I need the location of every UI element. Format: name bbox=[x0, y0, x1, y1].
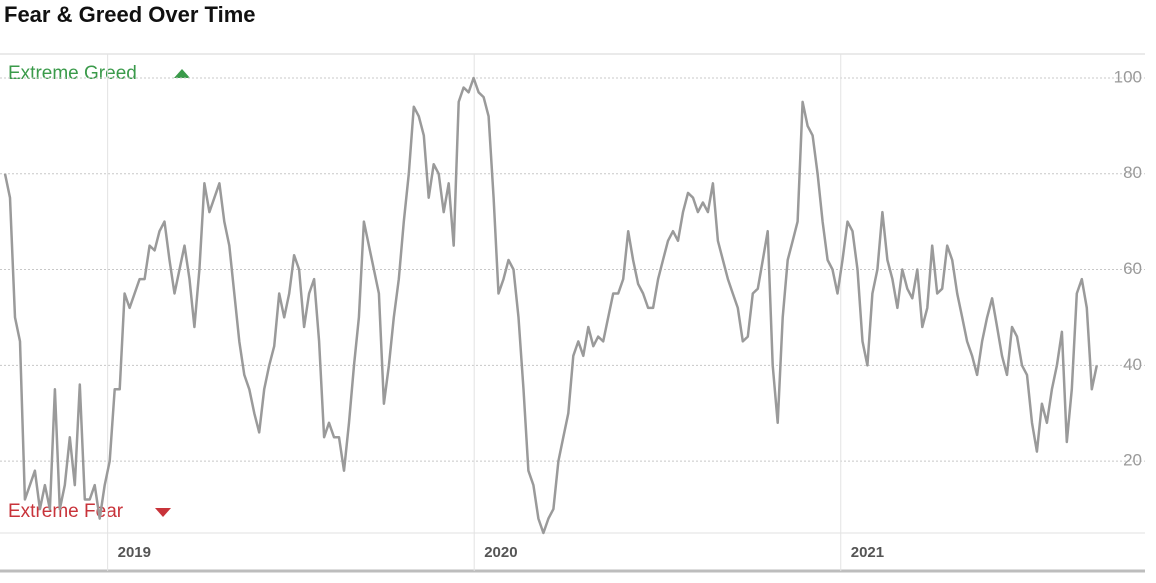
greed-label: Extreme Greed bbox=[8, 63, 137, 84]
x-tick-label: 2020 bbox=[484, 544, 517, 561]
down-arrow bbox=[155, 508, 171, 517]
x-tick-label: 2019 bbox=[118, 544, 151, 561]
x-tick-label: 2021 bbox=[851, 544, 884, 561]
y-tick-label: 40 bbox=[1123, 355, 1142, 374]
fear-label: Extreme Fear bbox=[8, 501, 124, 522]
line bbox=[3, 76, 1099, 535]
chart-title: Fear & Greed Over Time bbox=[4, 2, 256, 27]
up-arrow bbox=[174, 69, 190, 78]
y-tick-label: 80 bbox=[1123, 163, 1142, 182]
y-tick-label: 100 bbox=[1114, 67, 1142, 86]
y-tick-label: 60 bbox=[1123, 259, 1142, 278]
y-tick-label: 20 bbox=[1123, 451, 1142, 470]
